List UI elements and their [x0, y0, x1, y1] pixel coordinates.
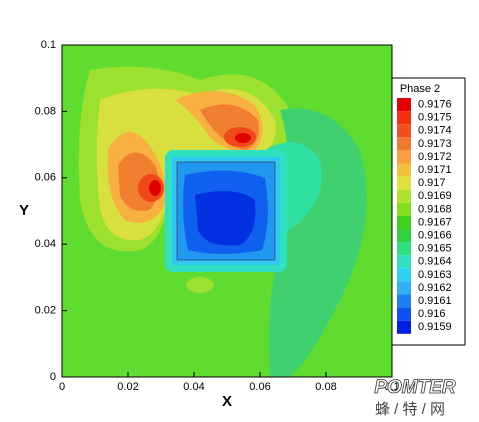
- legend-label: 0.9165: [418, 243, 452, 255]
- x-tick-label: 0.02: [117, 381, 138, 393]
- legend-label: 0.9163: [418, 269, 452, 281]
- watermark: POMTER: [374, 377, 456, 398]
- x-tick-label: 0.06: [249, 381, 270, 393]
- legend-label: 0.9162: [418, 282, 452, 294]
- x-tick-label: 0.04: [183, 381, 204, 393]
- y-axis-label: Y: [19, 202, 29, 219]
- legend-swatch: [397, 215, 411, 229]
- legend-label: 0.9172: [418, 151, 452, 163]
- legend-label: 0.917: [418, 177, 446, 189]
- legend-label: 0.9164: [418, 256, 452, 268]
- legend-swatch: [397, 307, 411, 321]
- legend-label: 0.9171: [418, 164, 452, 176]
- y-tick-label: 0.02: [35, 305, 56, 317]
- x-axis-label: X: [222, 393, 232, 410]
- legend-swatch: [397, 189, 411, 203]
- legend-swatch: [397, 124, 411, 138]
- legend-label: 0.9173: [418, 138, 452, 150]
- x-tick-label: 0: [59, 381, 65, 393]
- legend-label: 0.9169: [418, 190, 452, 202]
- y-tick-label: 0: [50, 371, 56, 383]
- legend-label: 0.9166: [418, 229, 452, 241]
- legend-swatch: [397, 176, 411, 190]
- axes: 0 0.02 0.04 0.06 0.08 0.1 0 0.02 0.04 0.06 0.08 0.1: [35, 39, 400, 393]
- legend: 0.91760.91750.91740.91730.91720.91710.91…: [397, 98, 452, 334]
- legend-label: 0.9168: [418, 203, 452, 215]
- legend-swatch: [397, 242, 411, 256]
- legend-label: 0.9176: [418, 98, 452, 110]
- y-tick-label: 0.04: [35, 238, 56, 250]
- legend-swatch: [397, 255, 411, 269]
- x-tick-label: 0.1: [384, 381, 399, 393]
- legend-label: 0.9159: [418, 321, 452, 333]
- legend-swatch: [397, 294, 411, 308]
- watermark-sub: 蜂 / 特 / 网: [375, 401, 445, 418]
- legend-swatch: [397, 229, 411, 243]
- legend-label: 0.9161: [418, 295, 452, 307]
- legend-swatch: [397, 281, 411, 295]
- legend-label: 0.916: [418, 308, 446, 320]
- legend-swatch: [397, 268, 411, 282]
- legend-label: 0.9167: [418, 216, 452, 228]
- legend-swatch: [397, 150, 411, 164]
- legend-title: Phase 2: [400, 83, 440, 95]
- legend-swatch: [397, 98, 411, 112]
- contour-field: [62, 45, 392, 377]
- y-tick-label: 0.06: [35, 172, 56, 184]
- legend-swatch: [397, 111, 411, 125]
- legend-label: 0.9175: [418, 112, 452, 124]
- y-tick-label: 0.1: [41, 39, 56, 51]
- legend-swatch: [397, 163, 411, 177]
- x-tick-label: 0.08: [315, 381, 336, 393]
- legend-swatch: [397, 202, 411, 216]
- legend-swatch: [397, 137, 411, 151]
- legend-swatch: [397, 320, 411, 334]
- legend-label: 0.9174: [418, 125, 452, 137]
- y-tick-label: 0.08: [35, 105, 56, 117]
